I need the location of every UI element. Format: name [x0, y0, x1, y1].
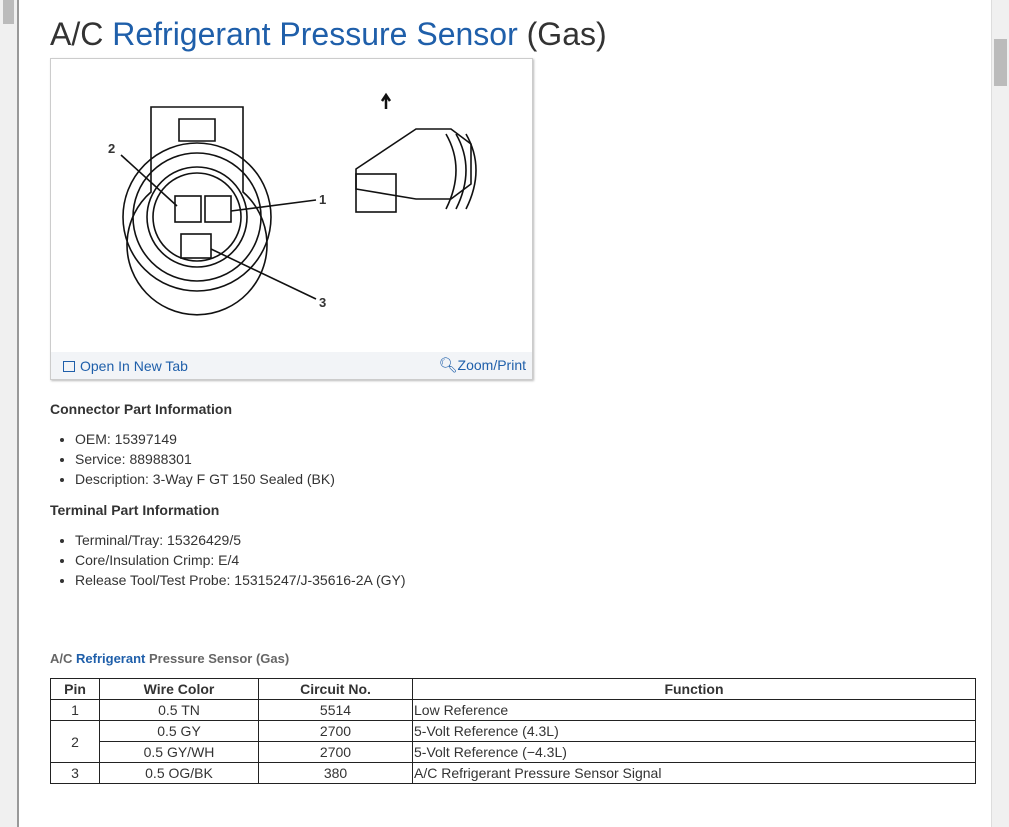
list-item: Terminal/Tray: 15326429/5: [75, 530, 406, 550]
pin-cell: 1: [50, 699, 100, 721]
figure-toolbar: Open In New Tab 🔍︎Zoom/Print: [51, 352, 532, 379]
table-row: 1 0.5 TN 5514 Low Reference: [50, 699, 976, 721]
list-item: Service: 88988301: [75, 449, 335, 469]
function-cell: 5-Volt Reference (4.3L): [412, 720, 976, 742]
pin-label-2: 2: [108, 141, 116, 156]
page-title: A/C Refrigerant Pressure Sensor (Gas): [50, 16, 607, 53]
wire-cell: 0.5 GY: [99, 720, 259, 742]
page-scrollbar-thumb[interactable]: [994, 39, 1007, 86]
header-circuit: Circuit No.: [258, 678, 413, 700]
pin-label-3: 3: [319, 295, 327, 310]
page-scrollbar[interactable]: [991, 0, 1009, 827]
pin-cell: 3: [50, 762, 100, 784]
zoom-in-icon: 🔍︎: [438, 357, 458, 374]
circuit-cell: 380: [258, 762, 413, 784]
open-new-tab-icon: [63, 361, 75, 372]
list-item: Description: 3-Way F GT 150 Sealed (BK): [75, 469, 335, 489]
list-item: Core/Insulation Crimp: E/4: [75, 550, 406, 570]
left-scrollbar-thumb[interactable]: [3, 0, 14, 24]
open-new-tab-label: Open In New Tab: [80, 358, 188, 374]
table-title-suffix: Pressure Sensor (Gas): [149, 651, 290, 666]
function-cell: 5-Volt Reference (−4.3L): [412, 741, 976, 763]
circuit-cell: 2700: [258, 720, 413, 742]
circuit-cell: 5514: [258, 699, 413, 721]
connector-figure: 2 1 3 Open In New Tab 🔍︎Zoom/Print: [50, 58, 533, 380]
open-new-tab-link[interactable]: Open In New Tab: [63, 358, 188, 374]
table-row: 3 0.5 OG/BK 380 A/C Refrigerant Pressure…: [50, 762, 976, 784]
header-pin: Pin: [50, 678, 100, 700]
terminal-heading: Terminal Part Information: [50, 502, 220, 518]
connector-list: OEM: 15397149 Service: 88988301 Descript…: [50, 429, 335, 489]
zoom-print-label: Zoom/Print: [457, 357, 526, 373]
table-title-highlight: Refrigerant: [76, 651, 146, 666]
list-item: Release Tool/Test Probe: 15315247/J-3561…: [75, 570, 406, 590]
pinout-table: Pin Wire Color Circuit No. Function 1 0.…: [50, 678, 976, 784]
list-item: OEM: 15397149: [75, 429, 335, 449]
header-function: Function: [412, 678, 976, 700]
wire-cell: 0.5 OG/BK: [99, 762, 259, 784]
left-scrollbar[interactable]: [0, 0, 19, 827]
table-row: 2 0.5 GY 2700 5-Volt Reference (4.3L): [50, 720, 976, 763]
title-prefix: A/C: [50, 16, 104, 52]
function-cell: A/C Refrigerant Pressure Sensor Signal: [412, 762, 976, 784]
zoom-print-link[interactable]: 🔍︎Zoom/Print: [438, 356, 526, 374]
terminal-list: Terminal/Tray: 15326429/5 Core/Insulatio…: [50, 530, 406, 590]
header-wire-color: Wire Color: [99, 678, 259, 700]
pin-cell: 2: [50, 720, 100, 763]
function-cell: Low Reference: [412, 699, 976, 721]
table-title-prefix: A/C: [50, 651, 73, 666]
connector-heading: Connector Part Information: [50, 401, 233, 417]
connector-diagram: [120, 92, 477, 316]
pin-label-1: 1: [319, 192, 327, 207]
table-row: 0.5 GY/WH 2700 5-Volt Reference (−4.3L): [51, 741, 976, 763]
table-header-row: Pin Wire Color Circuit No. Function: [50, 678, 976, 700]
circuit-cell: 2700: [258, 741, 413, 763]
title-highlight: Refrigerant Pressure Sensor: [112, 16, 518, 52]
wire-cell: 0.5 TN: [99, 699, 259, 721]
wire-cell: 0.5 GY/WH: [99, 741, 259, 763]
title-suffix: (Gas): [526, 16, 607, 52]
table-title: A/C Refrigerant Pressure Sensor (Gas): [50, 651, 289, 666]
